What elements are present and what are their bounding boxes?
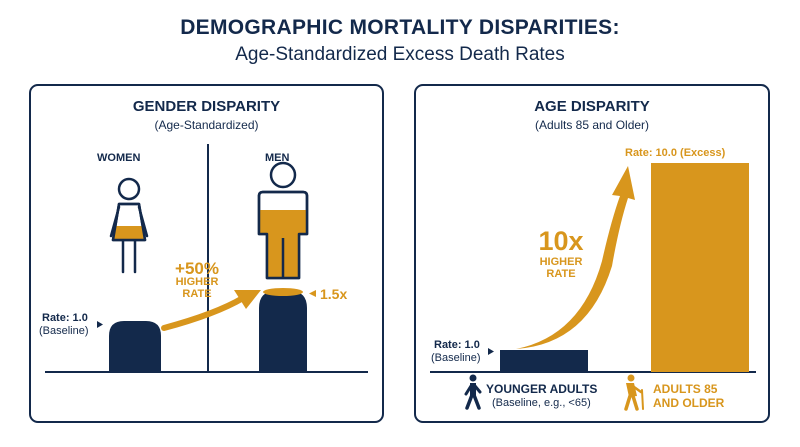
younger-adults-label: YOUNGER ADULTS: [486, 382, 598, 396]
woman-icon: [109, 177, 149, 274]
page-title: DEMOGRAPHIC MORTALITY DISPARITIES:: [180, 16, 620, 39]
man-icon: [257, 161, 309, 280]
gender-chart: [45, 144, 368, 373]
increase-higher: HIGHER: [175, 276, 219, 288]
women-rate-marker: [97, 321, 103, 328]
men-label: MEN: [265, 152, 290, 164]
age-panel-subtitle: (Adults 85 and Older): [534, 118, 650, 132]
men-rate-bar: [259, 291, 307, 372]
younger-baseline-label: (Baseline): [431, 352, 481, 364]
gender-panel-subtitle: (Age-Standardized): [154, 118, 259, 132]
increase-arrowhead: [234, 290, 261, 309]
old-rate-label: Rate: 10.0 (Excess): [625, 147, 726, 159]
men-rate-label: 1.5x: [320, 286, 348, 302]
adults-85-label-line1: ADULTS 85: [653, 382, 718, 396]
ten-x-arrow: [516, 166, 635, 349]
age-chart: [430, 163, 756, 411]
women-rate-label: Rate: 1.0: [42, 312, 88, 324]
younger-adults-sublabel: (Baseline, e.g., <65): [492, 397, 591, 409]
increase-rate-word: RATE: [182, 288, 212, 300]
adults-85-label-line2: AND OLDER: [653, 396, 725, 410]
increase-percent: +50%: [175, 259, 219, 278]
page-subtitle: Age-Standardized Excess Death Rates: [235, 44, 565, 65]
age-panel-title: AGE DISPARITY: [534, 98, 650, 115]
women-baseline-label: (Baseline): [39, 325, 89, 337]
men-rate-marker: [309, 290, 316, 297]
ten-x-rate-word: RATE: [546, 268, 576, 280]
gender-disparity-panel: GENDER DISPARITY (Age-Standardized): [29, 84, 384, 423]
walking-person-icon: [464, 374, 482, 410]
women-rate-bar: [109, 321, 161, 372]
ten-x-label: 10x: [538, 226, 584, 256]
ten-x-higher: HIGHER: [539, 256, 583, 268]
increase-arrow: [161, 295, 246, 331]
women-label: WOMEN: [97, 152, 141, 164]
age-disparity-panel: AGE DISPARITY (Adults 85 and Older): [414, 84, 770, 423]
gender-panel-title: GENDER DISPARITY: [132, 98, 281, 115]
elderly-cane-icon: [624, 374, 644, 411]
adults-85-bar: [651, 163, 749, 372]
men-bar-cap: [263, 288, 303, 296]
younger-adults-bar: [500, 350, 588, 372]
younger-rate-label: Rate: 1.0: [434, 339, 480, 351]
younger-rate-marker: [488, 348, 494, 355]
